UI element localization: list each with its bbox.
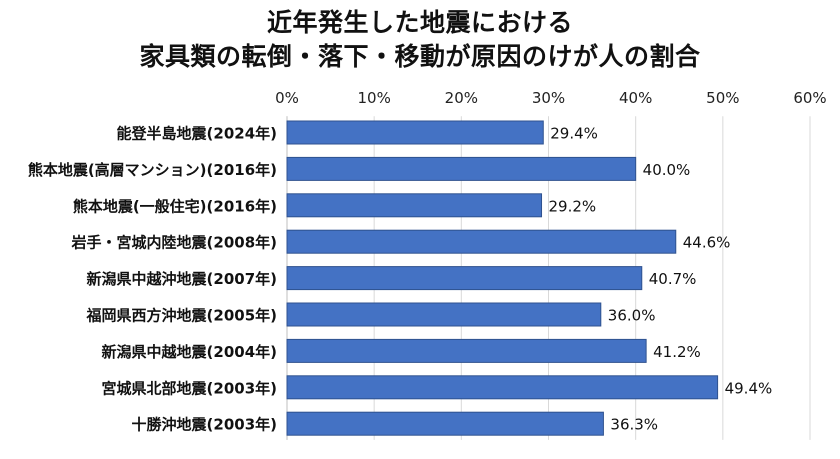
bar	[286, 120, 544, 145]
category-label: 熊本地震(一般住宅)(2016年)	[73, 197, 277, 215]
x-tick-label: 20%	[445, 89, 478, 107]
chart-title-line-1: 近年発生した地震における	[266, 8, 573, 37]
category-label: 能登半島地震(2024年)	[117, 125, 277, 143]
bar	[286, 411, 604, 436]
category-label: 新潟県中越地震(2004年)	[102, 343, 277, 361]
value-label: 29.4%	[550, 125, 598, 143]
category-label: 熊本地震(高層マンション)(2016年)	[28, 161, 277, 179]
value-label: 41.2%	[653, 343, 701, 361]
category-label: 岩手・宮城内陸地震(2008年)	[71, 234, 277, 252]
x-tick-label: 40%	[619, 89, 652, 107]
value-label: 44.6%	[683, 234, 731, 252]
x-tick-label: 60%	[793, 89, 826, 107]
x-tick-label: 50%	[706, 89, 739, 107]
category-label: 福岡県西方沖地震(2005年)	[86, 307, 277, 325]
bar	[286, 229, 677, 254]
bar	[286, 193, 543, 218]
x-tick-label: 10%	[357, 89, 390, 107]
bar	[286, 338, 647, 363]
value-label: 36.3%	[610, 416, 658, 434]
x-tick-label: 0%	[275, 89, 299, 107]
category-label: 宮城県北部地震(2003年)	[102, 379, 277, 397]
value-label: 40.7%	[649, 270, 697, 288]
category-label: 十勝沖地震(2003年)	[132, 416, 277, 434]
value-label: 29.2%	[549, 197, 597, 215]
value-label: 36.0%	[608, 307, 656, 325]
category-label: 新潟県中越沖地震(2007年)	[87, 270, 277, 288]
value-label: 40.0%	[643, 161, 691, 179]
bar	[286, 375, 719, 400]
value-label: 49.4%	[725, 379, 773, 397]
bar	[286, 266, 643, 291]
x-tick-label: 30%	[532, 89, 565, 107]
bar	[286, 156, 637, 181]
chart-title-line-2: 家具類の転倒・落下・移動が原因のけが人の割合	[139, 42, 701, 71]
bar	[286, 302, 602, 327]
